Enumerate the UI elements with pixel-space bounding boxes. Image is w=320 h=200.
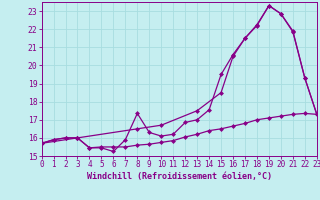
X-axis label: Windchill (Refroidissement éolien,°C): Windchill (Refroidissement éolien,°C) <box>87 172 272 181</box>
